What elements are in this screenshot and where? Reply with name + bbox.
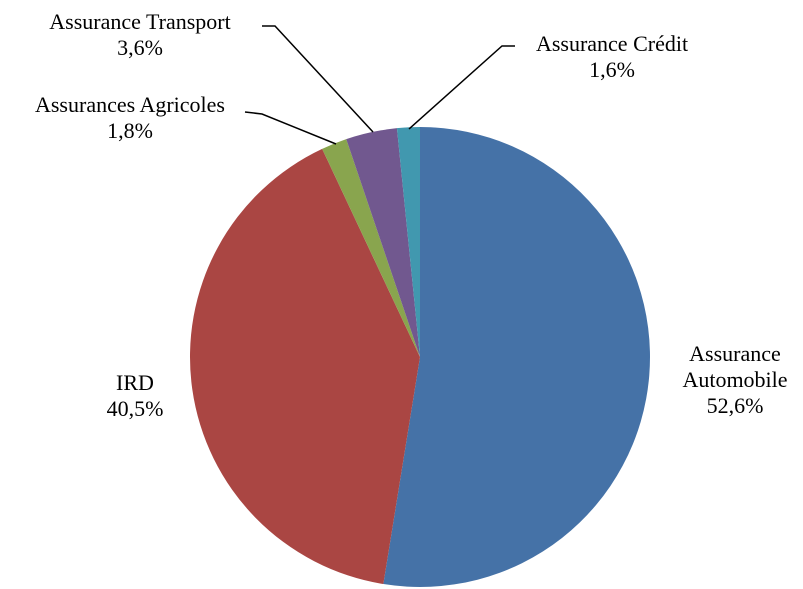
category-label: Assurance Crédit (535, 31, 689, 56)
value-label: 52,6% (706, 393, 764, 418)
slice (396, 127, 420, 357)
value-label: 1,6% (589, 57, 635, 82)
leader-line (408, 45, 515, 130)
category-label: Assurances Agricoles (34, 92, 225, 117)
slice (189, 148, 420, 585)
data-label: Assurance Automobile 52,6% (670, 341, 800, 419)
category-label: Assurance Transport (49, 9, 231, 34)
slices (189, 127, 650, 587)
slice (322, 139, 420, 357)
leader-line (244, 111, 337, 145)
category-label: IRD (116, 370, 154, 395)
slice (383, 127, 650, 587)
value-label: 1,8% (107, 118, 153, 143)
data-label: IRD 40,5% (35, 370, 235, 422)
value-label: 3,6% (117, 35, 163, 60)
category-label: Assurance Automobile (682, 341, 788, 392)
leader-line (262, 25, 374, 133)
value-label: 40,5% (106, 396, 164, 421)
data-label: Assurances Agricoles 1,8% (0, 92, 260, 144)
data-label: Assurance Crédit 1,6% (482, 31, 742, 83)
data-label: Assurance Transport 3,6% (10, 9, 270, 61)
slice (346, 128, 420, 357)
